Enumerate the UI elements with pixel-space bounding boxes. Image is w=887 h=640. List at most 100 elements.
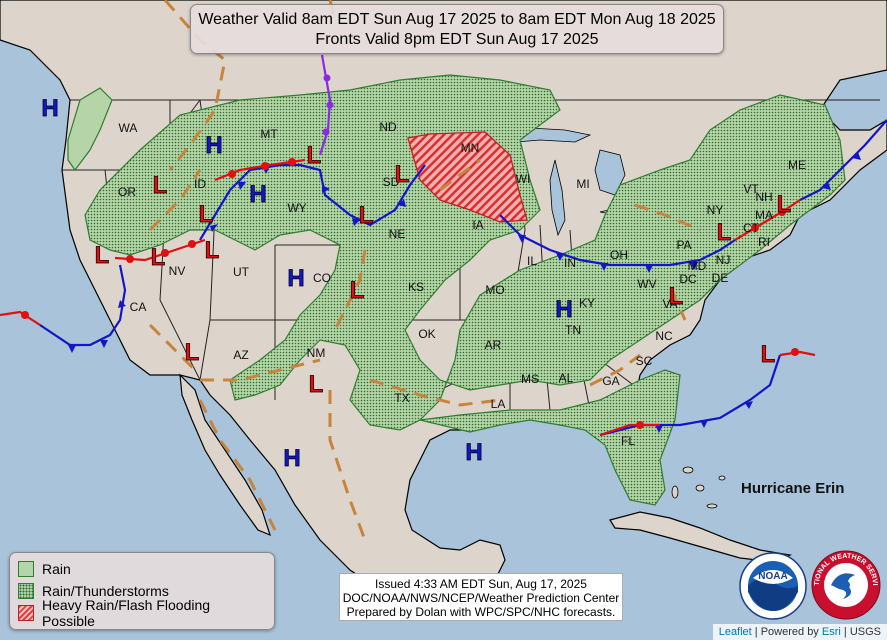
low-pressure-6: L	[205, 237, 220, 264]
legend-thunderstorms: Rain/Thunderstorms	[18, 580, 266, 602]
state-label-fl: FL	[621, 434, 635, 448]
nws-logo[interactable]: NATIONAL WEATHER SERVICE	[809, 545, 883, 621]
state-label-nm: NM	[307, 346, 326, 360]
high-pressure-2: H	[205, 132, 222, 159]
issued-info-box: Issued 4:33 AM EDT Sun, Aug 17, 2025 DOC…	[339, 573, 623, 621]
state-label-wv: WV	[637, 277, 656, 291]
state-label-nd: ND	[379, 120, 397, 134]
low-pressure-2: L	[153, 172, 168, 199]
noaa-logo[interactable]: NOAA	[739, 552, 807, 620]
esri-link[interactable]: Esri	[821, 626, 841, 638]
state-label-ia: IA	[472, 218, 483, 232]
low-pressure-13: L	[777, 191, 792, 218]
state-label-ks: KS	[408, 280, 424, 294]
state-label-de: DE	[712, 271, 729, 285]
prepared-by: Prepared by Dolan with WPC/SPC/NHC forec…	[346, 605, 616, 619]
state-label-tn: TN	[565, 323, 581, 337]
issuing-agency: DOC/NOAA/NWS/NCEP/Weather Prediction Cen…	[342, 591, 620, 605]
state-label-mi: MI	[576, 177, 589, 191]
leaflet-link[interactable]: Leaflet	[718, 626, 752, 638]
hurricane-erin-label: Hurricane Erin	[741, 480, 845, 497]
low-pressure-12: L	[717, 219, 732, 246]
usgs-text: USGS	[849, 626, 881, 638]
low-pressure-7: L	[359, 202, 374, 229]
flood-risk-area[interactable]	[407, 131, 528, 223]
state-label-ms: MS	[521, 372, 539, 386]
map-legend: Rain Rain/Thunderstorms Heavy Rain/Flash…	[9, 552, 275, 630]
noaa-logo-text: NOAA	[758, 571, 787, 582]
fronts-valid-text: Fronts Valid 8pm EDT Sun Aug 17 2025	[315, 31, 599, 48]
low-pressure-14: L	[669, 283, 684, 310]
state-label-sc: SC	[636, 354, 653, 368]
state-label-ma: MA	[755, 208, 773, 222]
low-pressure-10: L	[185, 339, 200, 366]
legend-flooding: Heavy Rain/Flash Flooding Possible	[18, 597, 266, 629]
state-label-vt: VT	[743, 182, 759, 196]
state-label-or: OR	[118, 185, 136, 199]
state-label-al: AL	[559, 371, 574, 385]
state-label-dc: DC	[679, 272, 697, 286]
state-label-pa: PA	[676, 238, 691, 252]
state-label-nv: NV	[169, 264, 186, 278]
state-label-nh: NH	[755, 190, 772, 204]
land-baja	[179, 373, 271, 537]
state-label-ok: OK	[418, 327, 435, 341]
state-label-id: ID	[194, 177, 206, 191]
low-pressure-1: L	[307, 142, 322, 169]
state-label-ne: NE	[389, 227, 406, 241]
state-label-mo: MO	[485, 283, 504, 297]
high-pressure-3: H	[249, 181, 266, 208]
high-pressure-6: H	[465, 439, 482, 466]
high-pressure-1: H	[41, 95, 58, 122]
state-label-me: ME	[788, 158, 806, 172]
legend-rain-label: Rain	[42, 561, 71, 577]
warm-front	[0, 158, 816, 437]
state-label-oh: OH	[610, 248, 628, 262]
state-label-la: LA	[491, 397, 506, 411]
state-label-va: VA	[662, 297, 677, 311]
low-pressure-4: L	[95, 242, 110, 269]
state-label-ny: NY	[707, 203, 724, 217]
state-label-sd: SD	[383, 175, 400, 189]
state-label-wi: WI	[516, 172, 531, 186]
low-pressure-11: L	[309, 371, 324, 398]
high-pressure-5: H	[555, 296, 572, 323]
high-pressure-7: H	[283, 445, 300, 472]
state-label-wy: WY	[287, 201, 306, 215]
legend-thunderstorms-label: Rain/Thunderstorms	[42, 583, 169, 599]
low-pressure-8: L	[395, 161, 410, 188]
occluded-front-pips	[322, 74, 334, 136]
rain-area-pacific-nw[interactable]	[67, 87, 113, 172]
legend-flooding-label: Heavy Rain/Flash Flooding Possible	[41, 597, 211, 629]
state-label-az: AZ	[233, 348, 248, 362]
state-label-mt: MT	[260, 127, 278, 141]
surface-troughs	[148, 0, 701, 541]
low-pressure-3: L	[199, 201, 214, 228]
low-pressure-5: L	[151, 244, 166, 271]
state-label-ut: UT	[233, 265, 250, 279]
attrib-sep-2: |	[843, 626, 847, 638]
state-label-ar: AR	[485, 338, 502, 352]
state-label-nc: NC	[655, 329, 673, 343]
state-label-co: CO	[313, 271, 331, 285]
state-label-in: IN	[564, 256, 576, 270]
map-attribution: Leaflet | Powered by Esri | USGS	[712, 624, 887, 640]
state-label-mn: MN	[461, 141, 480, 155]
thunderstorm-swatch-icon	[18, 583, 34, 599]
state-label-tx: TX	[394, 391, 409, 405]
powered-by-text: Powered by	[760, 626, 819, 638]
state-label-nj: NJ	[716, 253, 731, 267]
rain-swatch-icon	[18, 561, 34, 577]
state-label-il: IL	[527, 254, 537, 268]
low-pressure-15: L	[761, 341, 776, 368]
tstorm-area-southeast[interactable]	[419, 369, 681, 506]
legend-rain: Rain	[18, 558, 266, 580]
state-label-wa: WA	[119, 121, 138, 135]
warm-front-pips	[21, 158, 799, 429]
high-pressure-4: H	[287, 265, 304, 292]
cold-front-pips	[68, 152, 861, 433]
issued-time: Issued 4:33 AM EDT Sun, Aug 17, 2025	[375, 577, 587, 591]
state-label-ga: GA	[602, 374, 619, 388]
attrib-sep-1: |	[754, 626, 758, 638]
